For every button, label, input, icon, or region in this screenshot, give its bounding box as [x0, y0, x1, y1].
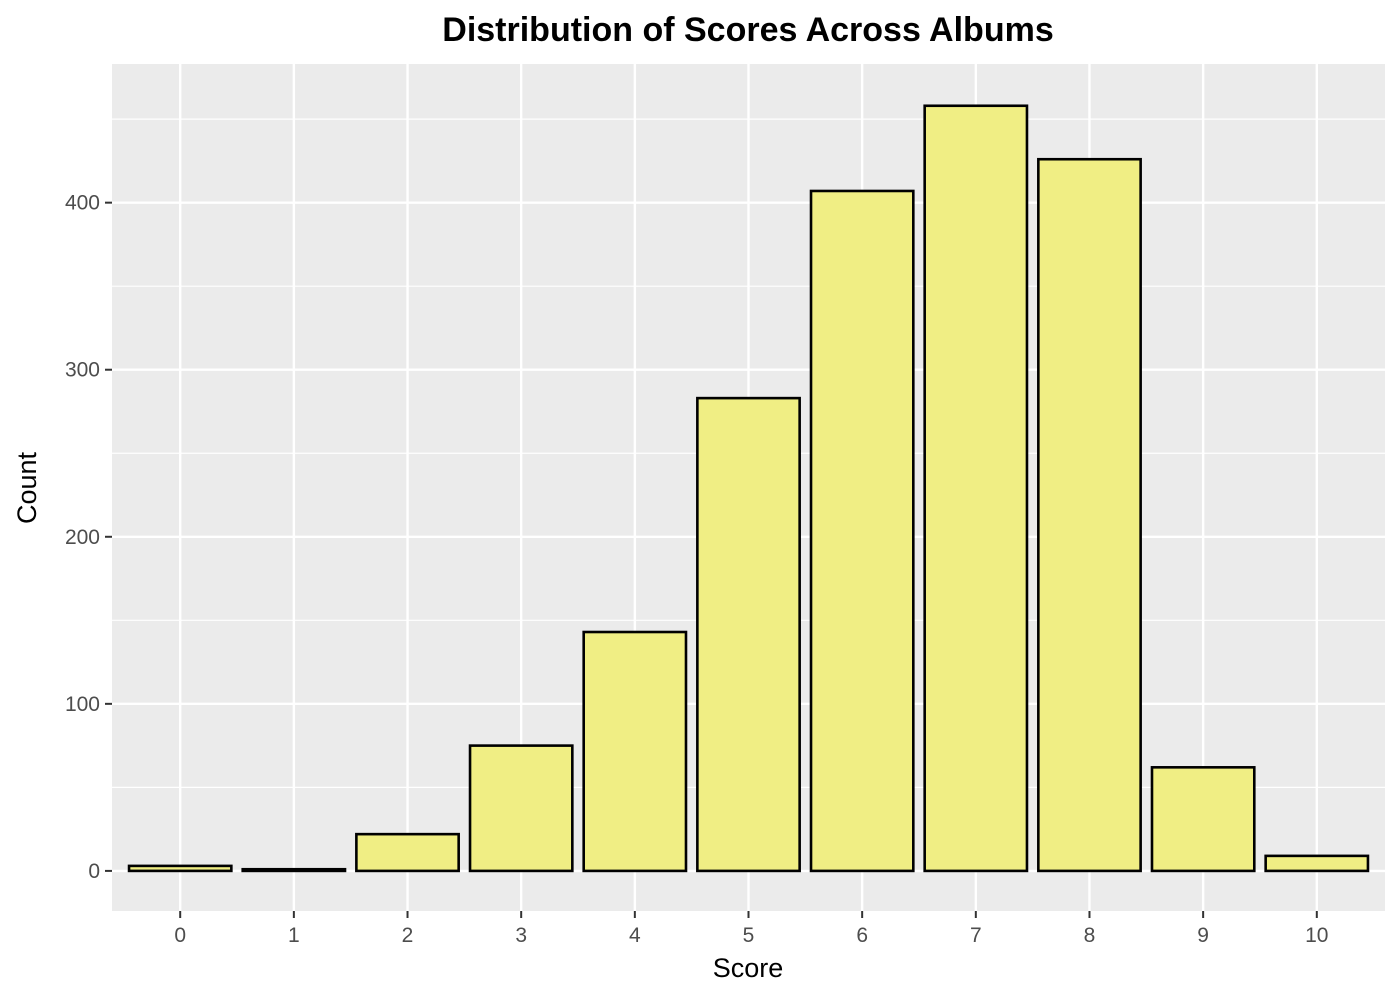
bar-score-7	[923, 104, 1029, 873]
bar-score-8	[1037, 157, 1142, 873]
y-tick-label: 200	[65, 526, 100, 549]
bars	[127, 104, 1370, 873]
bar-score-4	[582, 630, 688, 873]
bar-score-6	[809, 189, 915, 873]
bar-score-9	[1150, 766, 1256, 873]
chart-title: Distribution of Scores Across Albums	[442, 11, 1053, 49]
x-axis: 0 1 2 3 4 5 6 7 8 9 10	[174, 911, 1328, 947]
x-tick-label: 8	[1084, 924, 1096, 947]
bar-score-1	[241, 867, 347, 873]
y-axis: 0 100 200 300 400	[65, 192, 112, 883]
bar-score-3	[468, 744, 574, 873]
x-axis-title: Score	[713, 953, 784, 983]
y-axis-title: Count	[12, 451, 42, 524]
bar-score-5	[696, 396, 801, 873]
x-tick-label: 1	[288, 924, 300, 947]
x-tick-label: 10	[1305, 924, 1328, 947]
bar-score-10	[1264, 854, 1370, 873]
y-tick-label: 0	[88, 860, 100, 883]
x-tick-label: 2	[402, 924, 414, 947]
y-tick-label: 100	[65, 693, 100, 716]
x-tick-label: 7	[970, 924, 982, 947]
x-tick-label: 9	[1197, 924, 1209, 947]
x-tick-label: 3	[515, 924, 527, 947]
bar-score-2	[355, 832, 460, 873]
bar-score-0	[127, 864, 233, 873]
y-tick-label: 400	[65, 192, 100, 215]
y-tick-label: 300	[65, 359, 100, 382]
x-tick-label: 0	[174, 924, 186, 947]
x-tick-label: 4	[629, 924, 641, 947]
x-tick-label: 6	[856, 924, 868, 947]
x-tick-label: 5	[743, 924, 755, 947]
